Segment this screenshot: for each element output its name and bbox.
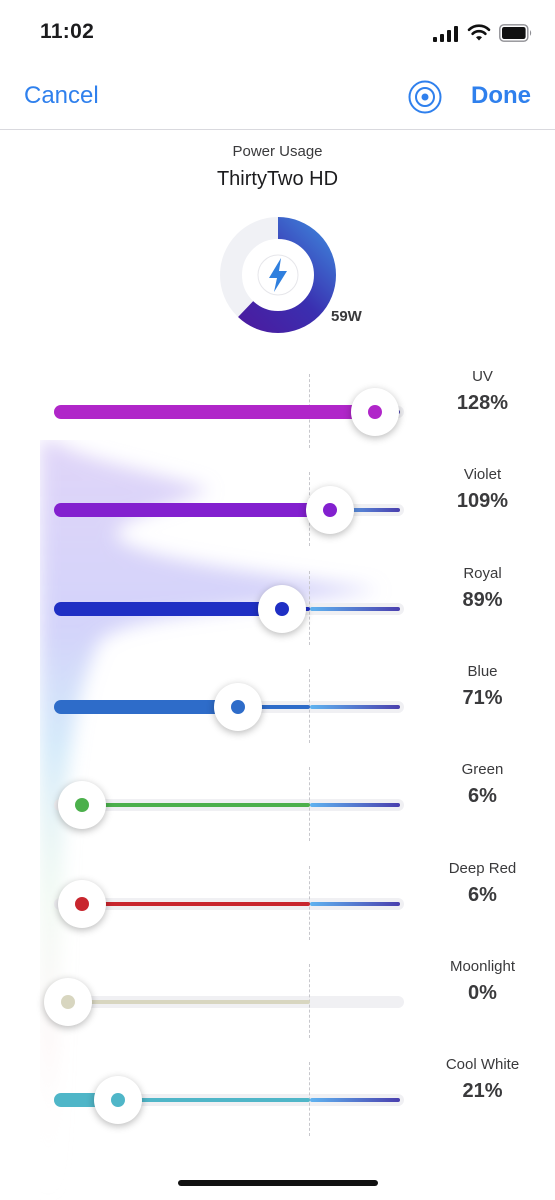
channel-row: Cool White 21%: [0, 1056, 555, 1138]
channel-name: Royal: [463, 565, 502, 582]
slider-thumb-dot: [275, 602, 289, 616]
slider-fill: [54, 700, 238, 714]
channel-percent: 128%: [456, 392, 509, 414]
slider-thumb-dot: [75, 798, 89, 812]
slider-thumb[interactable]: [94, 1076, 142, 1124]
slider-thumb-dot: [111, 1093, 125, 1107]
device-name: ThirtyTwo HD: [216, 168, 339, 190]
channel-row: UV 128%: [0, 368, 555, 450]
lightning-bolt-icon: [269, 258, 287, 292]
slider-thumb-dot: [323, 503, 337, 517]
channel-row: Royal 89%: [0, 565, 555, 647]
channel-row: Deep Red 6%: [0, 860, 555, 942]
status-bar: 11:02: [0, 0, 555, 66]
slider-range-line: [82, 902, 310, 906]
channel-percent: 6%: [468, 785, 497, 807]
slider-thumb-dot: [75, 897, 89, 911]
slider-thumb[interactable]: [351, 388, 399, 436]
channel-row: Moonlight 0%: [0, 958, 555, 1040]
slider-reference-tail: [310, 607, 400, 611]
channel-name: UV: [472, 368, 493, 385]
status-time: 11:02: [40, 20, 95, 43]
channel-row: Violet 109%: [0, 466, 555, 548]
slider-thumb[interactable]: [58, 781, 106, 829]
slider-range-line: [238, 705, 310, 709]
home-indicator: [178, 1180, 378, 1186]
slider-reference-tail: [330, 508, 400, 512]
power-usage-label: Power Usage: [232, 143, 323, 160]
done-button[interactable]: Done: [471, 82, 531, 109]
slider-thumb[interactable]: [58, 880, 106, 928]
battery-icon: [499, 24, 532, 42]
channel-name: Deep Red: [448, 860, 517, 877]
power-usage-arc: [220, 217, 336, 333]
slider-thumb[interactable]: [214, 683, 262, 731]
wifi-icon: [467, 24, 491, 41]
channel-percent: 0%: [468, 982, 497, 1004]
channel-percent: 6%: [468, 884, 497, 906]
slider-fill: [54, 405, 375, 419]
slider-fill: [54, 503, 330, 517]
slider-thumb[interactable]: [306, 486, 354, 534]
channel-row: Blue 71%: [0, 663, 555, 745]
slider-reference-tail: [310, 803, 400, 807]
slider-thumb[interactable]: [258, 585, 306, 633]
signal-icon: [433, 26, 458, 42]
slider-reference-tail: [310, 902, 400, 906]
slider-thumb-dot: [368, 405, 382, 419]
channel-percent: 21%: [462, 1080, 503, 1102]
channel-name: Moonlight: [449, 958, 516, 975]
slider-range-line: [118, 1098, 310, 1102]
channel-percent: 109%: [456, 490, 509, 512]
slider-fill: [54, 602, 282, 616]
slider-thumb-dot: [231, 700, 245, 714]
slider-thumb-dot: [61, 995, 75, 1009]
channel-name: Violet: [463, 466, 502, 483]
channel-name: Green: [461, 761, 504, 778]
slider-range-line: [82, 803, 310, 807]
power-donut-chart: [220, 217, 336, 333]
channel-percent: 71%: [462, 687, 503, 709]
channel-name: Cool White: [445, 1056, 520, 1073]
channel-row: Green 6%: [0, 761, 555, 843]
nav-bar: Cancel Done: [0, 66, 555, 130]
slider-reference-tail: [310, 705, 400, 709]
slider-reference-tail: [310, 1098, 400, 1102]
cancel-button[interactable]: Cancel: [24, 82, 99, 109]
power-watts: 59W: [331, 308, 362, 325]
channel-percent: 89%: [462, 589, 503, 611]
broadcast-icon[interactable]: [406, 78, 444, 116]
slider-thumb[interactable]: [44, 978, 92, 1026]
slider-range-line: [68, 1000, 310, 1004]
channel-name: Blue: [467, 663, 498, 680]
